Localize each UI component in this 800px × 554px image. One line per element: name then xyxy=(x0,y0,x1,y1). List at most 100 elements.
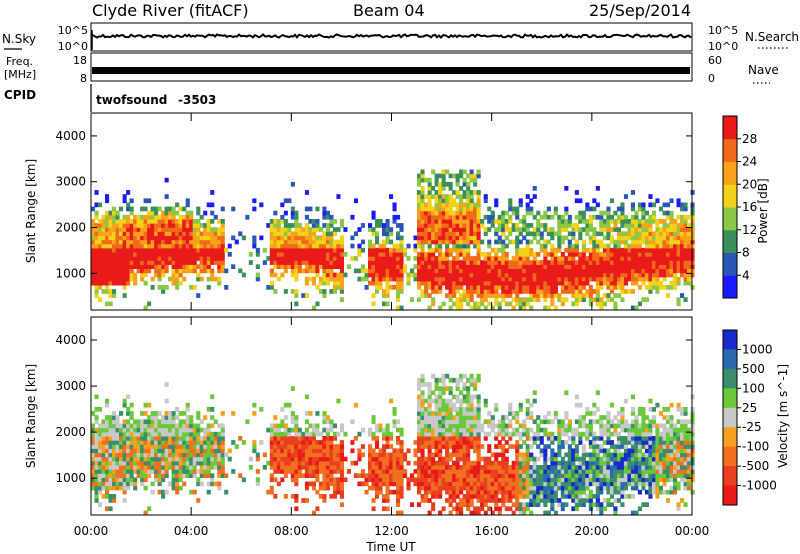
power-cell xyxy=(641,260,646,265)
power-cell xyxy=(539,272,544,278)
velocity-cell xyxy=(417,440,422,445)
velocity-cell xyxy=(311,481,316,487)
power-cell xyxy=(283,198,288,204)
velocity-cell xyxy=(427,427,432,433)
power-cell xyxy=(392,206,397,212)
velocity-cell xyxy=(304,456,309,462)
power-cell xyxy=(673,227,678,232)
power-cell xyxy=(308,247,313,253)
power-cell xyxy=(420,177,425,183)
power-cell xyxy=(532,252,537,257)
velocity-cell xyxy=(438,489,443,495)
power-cell xyxy=(311,247,316,253)
velocity-cell xyxy=(276,440,281,445)
power-cell xyxy=(269,247,274,253)
velocity-cell xyxy=(455,510,460,516)
power-cell xyxy=(389,268,394,274)
power-cell xyxy=(574,227,579,232)
power-cell xyxy=(613,305,618,311)
power-cell xyxy=(269,272,274,278)
power-cell xyxy=(448,227,453,232)
power-cell xyxy=(487,206,492,212)
power-cell xyxy=(673,260,678,265)
power-cell xyxy=(616,264,621,269)
power-cell xyxy=(567,285,572,290)
velocity-cell xyxy=(525,444,530,449)
power-cell xyxy=(175,219,180,224)
power-cell xyxy=(301,227,306,232)
power-cell xyxy=(462,202,467,208)
power-cell xyxy=(666,256,671,261)
power-cell xyxy=(150,276,155,282)
power-cell xyxy=(602,276,607,282)
power-cell xyxy=(459,272,464,278)
power-cell xyxy=(564,280,569,286)
velocity-cell xyxy=(308,423,313,429)
power-cell xyxy=(182,206,187,212)
power-cell xyxy=(304,264,309,269)
power-cell xyxy=(648,239,653,245)
velocity-cell xyxy=(431,390,436,396)
power-cell xyxy=(178,227,183,232)
velocity-cell xyxy=(518,456,523,462)
power-cell xyxy=(599,268,604,274)
power-cell xyxy=(501,231,506,237)
power-cell xyxy=(508,260,513,265)
power-cell xyxy=(434,177,439,183)
power-cell xyxy=(683,268,688,274)
power-cell xyxy=(473,190,478,195)
velocity-cell xyxy=(469,423,474,429)
velocity-cell xyxy=(192,469,197,474)
velocity-cell xyxy=(136,444,141,449)
velocity-cell xyxy=(213,436,218,441)
power-cell xyxy=(438,289,443,294)
power-cell xyxy=(487,285,492,290)
velocity-cell xyxy=(427,477,432,483)
power-cell xyxy=(448,293,453,298)
power-cell xyxy=(655,260,660,265)
velocity-cell xyxy=(178,419,183,425)
power-cell xyxy=(417,190,422,195)
velocity-cell xyxy=(220,460,225,466)
power-cell xyxy=(637,202,642,208)
power-cell xyxy=(448,247,453,253)
velocity-cell xyxy=(178,436,183,441)
velocity-cell xyxy=(213,419,218,425)
power-cell xyxy=(126,247,131,253)
velocity-cell xyxy=(382,427,387,433)
velocity-cell xyxy=(438,440,443,445)
noise-panel-frame xyxy=(90,22,693,52)
velocity-cell xyxy=(536,436,541,441)
power-cell xyxy=(623,280,628,286)
velocity-cell xyxy=(290,427,295,433)
power-cell xyxy=(452,239,457,245)
power-cell xyxy=(452,227,457,232)
power-cell xyxy=(98,264,103,269)
velocity-cell xyxy=(452,448,457,454)
velocity-cell xyxy=(129,411,134,416)
velocity-cell xyxy=(483,431,488,437)
velocity-cell xyxy=(445,473,450,478)
power-cell xyxy=(662,268,667,274)
velocity-cell xyxy=(431,485,436,491)
velocity-cell xyxy=(140,473,145,478)
power-cell xyxy=(294,235,299,241)
velocity-cell xyxy=(557,444,562,449)
power-cell xyxy=(255,247,260,253)
power-cell xyxy=(581,252,586,257)
power-cell xyxy=(613,227,618,232)
power-cell xyxy=(504,223,509,228)
power-cell xyxy=(297,223,302,228)
power-cell xyxy=(564,264,569,269)
power-cell xyxy=(252,243,257,249)
power-cell xyxy=(683,264,688,269)
velocity-cell xyxy=(108,494,113,499)
power-cell xyxy=(417,280,422,286)
velocity-cell xyxy=(147,469,152,474)
power-cell xyxy=(325,227,330,232)
velocity-cell xyxy=(553,469,558,474)
power-cell xyxy=(164,247,169,253)
power-cell xyxy=(616,285,621,290)
power-cell xyxy=(501,214,506,220)
velocity-cell xyxy=(497,469,502,474)
